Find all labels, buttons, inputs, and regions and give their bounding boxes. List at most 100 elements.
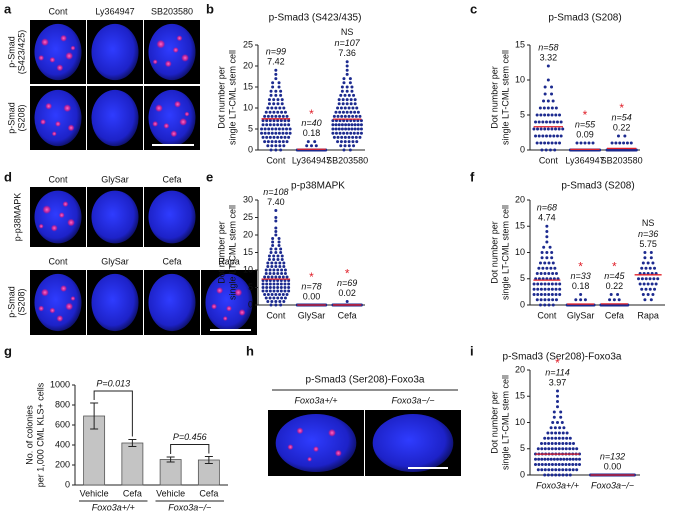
dot [547,287,551,291]
dot [544,148,548,152]
dot [356,127,360,131]
error-bar [128,439,137,447]
stain-dot [67,218,76,227]
dot [268,110,272,114]
dot [540,256,544,260]
dot [568,442,572,445]
dot [642,282,646,286]
chart-title: p-Smad3 (S423/435) [269,13,362,24]
dot [554,442,558,445]
dot [550,431,554,435]
cell-nucleus [34,23,82,81]
dot [553,266,557,270]
dot [547,282,551,286]
mean-label: 0.00 [303,291,321,301]
dot [276,282,280,286]
dot [641,261,645,265]
dot [334,123,338,127]
dot [550,127,554,131]
dot [341,102,345,106]
dot [271,240,275,244]
x-tick-label: Vehicle [156,488,185,498]
y-tick-label: 15 [515,39,525,49]
dot [550,473,554,477]
dot [542,106,546,110]
significance-label: * [612,260,617,274]
dot [654,282,658,286]
dot [337,98,341,102]
column-label: Cont [48,256,68,266]
dot [263,275,267,279]
dot [559,120,563,124]
dot [281,275,285,279]
y-axis-label: single LT-CML stem cell [500,375,510,470]
dot [343,140,347,144]
n-label: n=54 [612,112,632,122]
dot [283,296,287,300]
dot [543,303,547,307]
column-label: Cefa [162,256,181,266]
dot [551,298,555,302]
dot [553,148,557,152]
dot [270,144,274,148]
dot [543,293,547,296]
dot [341,98,345,102]
stain-dot [170,130,178,138]
dot [270,275,274,279]
dot [278,275,282,279]
dot [274,303,278,307]
dot [359,127,363,131]
stain-dot [181,53,190,62]
dot [280,98,284,102]
dot [554,293,558,296]
dot [650,282,654,286]
dot [541,120,545,124]
comparison-bracket [170,444,210,454]
x-tick-label: Cont [266,310,286,320]
panel-letter: h [246,343,254,358]
dot [272,268,276,272]
dot [557,468,561,472]
mean-label: 7.36 [338,48,356,58]
column-label: Cont [48,174,68,184]
dot [547,261,551,265]
x-tick-label: Foxo3a+/+ [536,480,579,490]
y-axis-label: Dot number per [216,66,226,129]
dot [264,296,268,300]
dot [643,256,647,260]
dot [349,119,353,123]
dot [547,442,551,445]
dot [568,473,572,477]
n-label: n=55 [575,119,596,129]
dot [269,251,273,254]
dot [266,140,270,144]
dot [270,127,274,131]
panel-letter: c [470,1,477,16]
dot [276,254,280,258]
dot [342,131,346,135]
dot [272,272,276,275]
dot [551,421,555,424]
dot [559,410,563,414]
dot [347,135,351,139]
dot [348,148,352,152]
dot [274,140,278,144]
dot [578,457,581,461]
dot [277,85,281,89]
significance-label: * [309,270,314,284]
dot [272,110,276,114]
dot [356,119,360,123]
dot [359,123,363,127]
dot [274,293,278,296]
dot [536,468,540,472]
dot [334,110,338,114]
chart-title: p-Smad3 (Ser208)-Foxo3a [503,352,622,363]
y-tick-label: 15 [243,247,253,257]
dot [280,258,284,261]
dot [550,106,554,110]
dot [538,106,542,110]
dot [554,298,558,302]
y-axis-label: Dot number per [489,391,499,454]
dot [546,457,550,461]
dot [555,120,559,124]
